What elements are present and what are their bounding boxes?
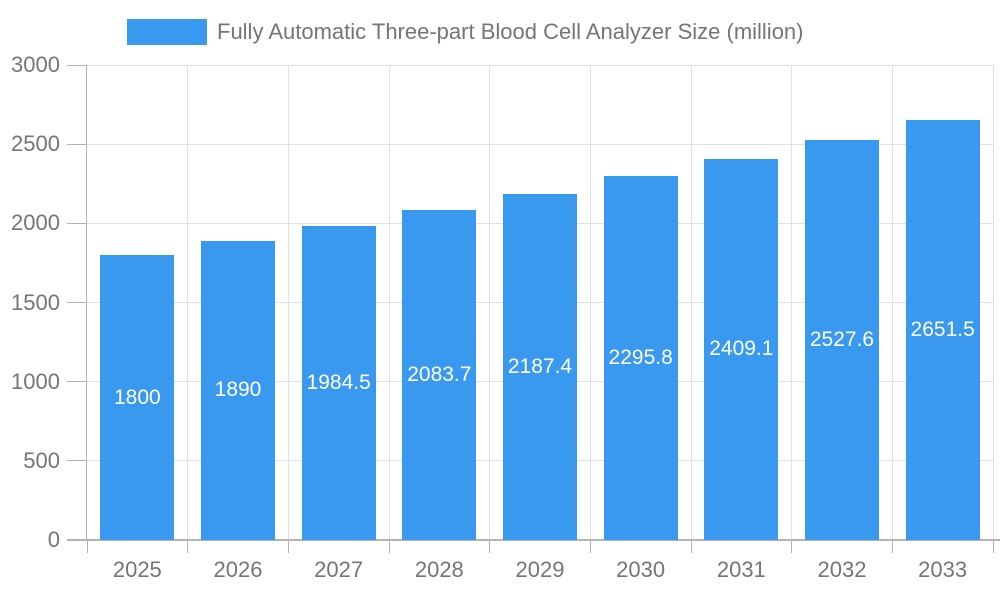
legend-label: Fully Automatic Three-part Blood Cell An… — [217, 19, 804, 44]
bar-2026 — [201, 240, 275, 540]
y-axis-tick-label: 1500 — [11, 289, 60, 315]
y-axis-tick — [67, 381, 87, 383]
y-axis-tick-label: 0 — [47, 527, 60, 552]
y-axis-line — [86, 65, 87, 540]
bar-value-label: 1984.5 — [306, 370, 371, 394]
x-axis-tick-label: 2033 — [918, 557, 968, 582]
bar-value-label: 1890 — [214, 378, 262, 402]
x-axis-tick — [489, 540, 491, 553]
x-axis-tick — [388, 540, 390, 553]
gridline-horizontal — [87, 143, 993, 145]
bar-2031 — [704, 158, 779, 540]
x-axis-tick — [992, 540, 994, 553]
x-axis-tick-label: 2031 — [716, 557, 766, 582]
x-axis-tick-label: 2032 — [817, 557, 867, 582]
bar-2025 — [100, 255, 175, 540]
y-axis-tick-label: 3000 — [11, 52, 60, 77]
bar-value-label: 2651.5 — [910, 318, 975, 342]
gridline-vertical — [388, 65, 390, 540]
x-axis-tick-label: 2030 — [616, 557, 666, 582]
gridline-horizontal — [87, 64, 993, 66]
y-axis-tick-label: 500 — [23, 447, 60, 473]
gridline-vertical — [791, 65, 793, 540]
bar-value-label: 2187.4 — [507, 354, 573, 378]
x-axis-tick — [187, 540, 189, 553]
x-axis-tick-label: 2025 — [112, 557, 162, 582]
y-axis-tick-label: 1000 — [11, 368, 60, 394]
x-axis-tick — [791, 540, 793, 553]
gridline-vertical — [489, 65, 491, 540]
y-axis-tick — [67, 64, 87, 66]
gridline-vertical — [287, 65, 289, 540]
y-axis-tick-label: 2500 — [11, 131, 60, 157]
legend-item[interactable]: Fully Automatic Three-part Blood Cell An… — [127, 19, 804, 45]
bar-value-label: 2409.1 — [709, 337, 774, 361]
bar-2029 — [503, 193, 577, 540]
y-axis-tick — [67, 460, 87, 462]
x-axis-tick-label: 2027 — [314, 557, 364, 582]
x-axis-tick-label: 2026 — [213, 557, 263, 582]
y-axis-tick — [67, 222, 87, 224]
x-axis-tick — [287, 540, 289, 553]
x-axis-line — [67, 539, 1000, 541]
bar-2033 — [905, 120, 980, 540]
bar-value-label: 2527.6 — [809, 327, 875, 351]
bar-2028 — [402, 210, 477, 540]
gridline-vertical — [891, 65, 893, 540]
gridline-vertical — [589, 65, 591, 540]
x-axis-tick — [589, 540, 591, 553]
bar-value-label: 1800 — [113, 385, 161, 409]
y-axis-tick-label: 2000 — [11, 210, 60, 236]
bar-2027 — [301, 225, 376, 540]
bar-value-label: 2083.7 — [407, 363, 472, 387]
y-axis-tick — [67, 302, 87, 303]
bar-2032 — [805, 139, 879, 540]
legend-swatch[interactable] — [127, 19, 207, 45]
gridline-vertical — [187, 65, 189, 540]
gridline-vertical — [690, 65, 692, 540]
y-axis-tick — [67, 143, 87, 145]
x-axis-tick — [86, 540, 88, 553]
bar-2030 — [603, 176, 678, 540]
x-axis-tick-label: 2029 — [515, 557, 565, 582]
gridline-vertical — [992, 65, 994, 540]
bar-value-label: 2295.8 — [608, 346, 673, 370]
x-axis-tick — [891, 540, 893, 553]
x-axis-tick-label: 2028 — [414, 557, 464, 582]
x-axis-tick — [690, 540, 692, 553]
